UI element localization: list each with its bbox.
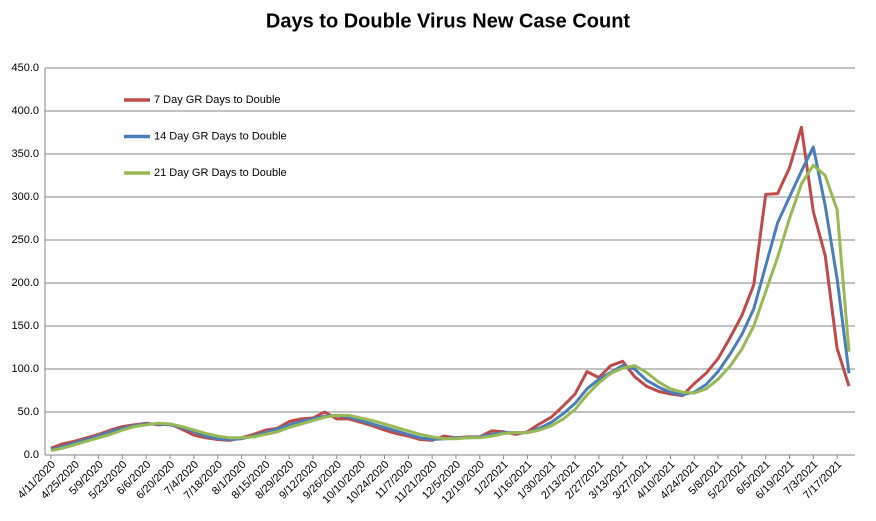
legend-label: 7 Day GR Days to Double: [154, 94, 281, 106]
y-tick-label: 50.0: [18, 406, 39, 418]
y-tick-label: 100.0: [11, 363, 39, 375]
y-tick-label: 200.0: [11, 277, 39, 289]
chart-title: Days to Double Virus New Case Count: [266, 10, 630, 32]
y-tick-label: 250.0: [11, 234, 39, 246]
legend-label: 14 Day GR Days to Double: [154, 130, 287, 142]
y-tick-label: 450.0: [11, 62, 39, 74]
y-tick-label: 400.0: [11, 105, 39, 117]
y-tick-label: 0.0: [24, 449, 39, 461]
series-line: [50, 163, 851, 453]
y-tick-label: 300.0: [11, 191, 39, 203]
y-tick-label: 150.0: [11, 320, 39, 332]
y-tick-label: 350.0: [11, 148, 39, 160]
legend-label: 21 Day GR Days to Double: [154, 167, 287, 179]
